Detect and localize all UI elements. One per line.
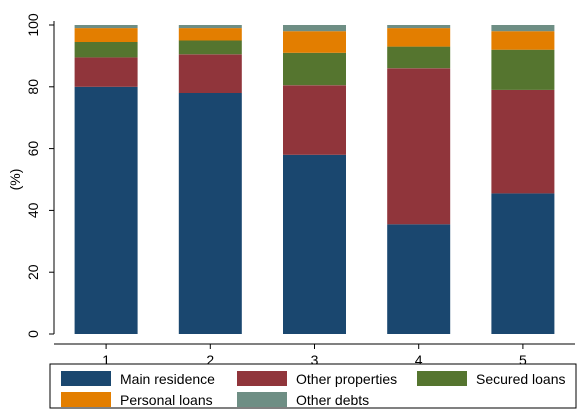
bar-personal-loans-4 xyxy=(387,28,451,47)
x-tick-label: 1 xyxy=(102,352,110,368)
bar-other-debts-3 xyxy=(283,25,346,32)
bar-secured-loans-2 xyxy=(178,40,242,55)
bar-other-properties-3 xyxy=(283,85,346,155)
bar-other-properties-1 xyxy=(74,57,138,87)
bar-personal-loans-1 xyxy=(74,28,138,42)
bar-other-debts-5 xyxy=(491,25,555,32)
legend-swatch-personal-loans xyxy=(61,392,111,407)
bar-other-debts-4 xyxy=(387,25,451,29)
bar-personal-loans-5 xyxy=(491,31,555,50)
bar-secured-loans-1 xyxy=(74,42,138,58)
legend-label-other-debts: Other debts xyxy=(296,392,369,408)
bar-other-properties-5 xyxy=(491,89,555,194)
bar-personal-loans-3 xyxy=(283,31,346,53)
bar-main-residence-5 xyxy=(491,193,555,334)
bar-other-properties-4 xyxy=(387,68,451,225)
x-tick-label: 5 xyxy=(519,352,527,368)
legend-swatch-other-properties xyxy=(237,371,287,386)
x-tick-label: 4 xyxy=(415,352,423,368)
bar-personal-loans-2 xyxy=(178,28,242,41)
y-tick-label: 0 xyxy=(25,330,41,338)
legend-label-personal-loans: Personal loans xyxy=(120,392,213,408)
bar-main-residence-3 xyxy=(283,154,346,334)
legend-swatch-main-residence xyxy=(61,371,111,386)
bar-secured-loans-4 xyxy=(387,46,451,69)
y-tick-label: 100 xyxy=(25,13,41,37)
bar-secured-loans-5 xyxy=(491,49,555,90)
bar-main-residence-2 xyxy=(178,93,242,334)
bar-main-residence-4 xyxy=(387,224,451,334)
y-tick-label: 60 xyxy=(25,141,41,157)
legend-label-secured-loans: Secured loans xyxy=(476,371,566,387)
legend-box xyxy=(49,363,577,409)
y-axis-label: (%) xyxy=(7,169,23,191)
x-axis: 1 2 3 4 5 xyxy=(54,343,575,368)
legend-swatch-secured-loans xyxy=(417,371,467,386)
x-tick-label: 2 xyxy=(206,352,214,368)
legend-label-main-residence: Main residence xyxy=(120,371,215,387)
legend-swatch-other-debts xyxy=(237,392,287,407)
bar-other-debts-1 xyxy=(74,25,138,29)
bar-other-debts-2 xyxy=(178,25,242,29)
y-tick-label: 40 xyxy=(25,202,41,218)
y-tick-label: 80 xyxy=(25,79,41,95)
legend: Main residence Other properties Secured lo… xyxy=(49,363,577,409)
bar-main-residence-1 xyxy=(74,86,138,334)
x-tick-label: 3 xyxy=(311,352,319,368)
legend-label-other-properties: Other properties xyxy=(296,371,397,387)
bar-other-properties-2 xyxy=(178,54,242,93)
plot-area xyxy=(53,19,576,335)
y-axis: 0 20 40 60 80 100 xyxy=(25,13,55,338)
bar-secured-loans-3 xyxy=(283,52,346,86)
y-tick-label: 20 xyxy=(25,264,41,280)
